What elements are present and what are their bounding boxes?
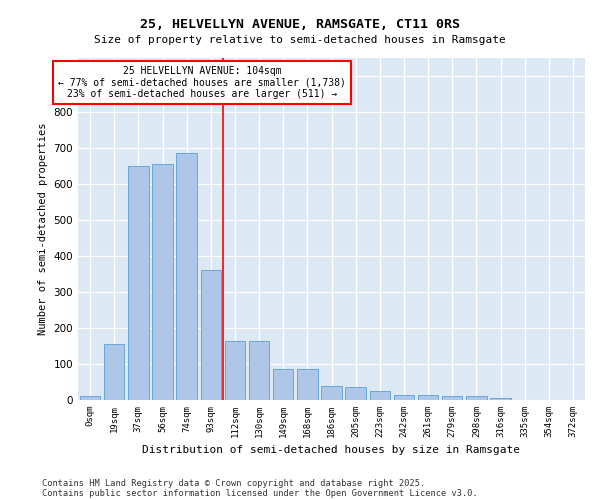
Bar: [297, 370, 317, 400]
Bar: [200, 270, 221, 400]
Bar: [466, 396, 487, 400]
Bar: [490, 398, 511, 400]
Bar: [346, 388, 366, 400]
Bar: [176, 153, 197, 400]
Bar: [249, 340, 269, 400]
Bar: [80, 396, 100, 400]
Text: Contains public sector information licensed under the Open Government Licence v3: Contains public sector information licen…: [42, 488, 478, 498]
Bar: [104, 344, 124, 400]
Y-axis label: Number of semi-detached properties: Number of semi-detached properties: [38, 122, 48, 335]
Bar: [273, 370, 293, 400]
Bar: [224, 340, 245, 400]
Bar: [418, 394, 439, 400]
Bar: [128, 166, 149, 400]
Text: 25, HELVELLYN AVENUE, RAMSGATE, CT11 0RS: 25, HELVELLYN AVENUE, RAMSGATE, CT11 0RS: [140, 18, 460, 30]
Bar: [321, 386, 342, 400]
Text: 25 HELVELLYN AVENUE: 104sqm
← 77% of semi-detached houses are smaller (1,738)
23: 25 HELVELLYN AVENUE: 104sqm ← 77% of sem…: [58, 66, 346, 100]
Text: Contains HM Land Registry data © Crown copyright and database right 2025.: Contains HM Land Registry data © Crown c…: [42, 478, 425, 488]
Bar: [442, 396, 463, 400]
Bar: [394, 394, 414, 400]
Bar: [370, 391, 390, 400]
Bar: [152, 164, 173, 400]
Text: Size of property relative to semi-detached houses in Ramsgate: Size of property relative to semi-detach…: [94, 35, 506, 45]
X-axis label: Distribution of semi-detached houses by size in Ramsgate: Distribution of semi-detached houses by …: [143, 446, 521, 456]
